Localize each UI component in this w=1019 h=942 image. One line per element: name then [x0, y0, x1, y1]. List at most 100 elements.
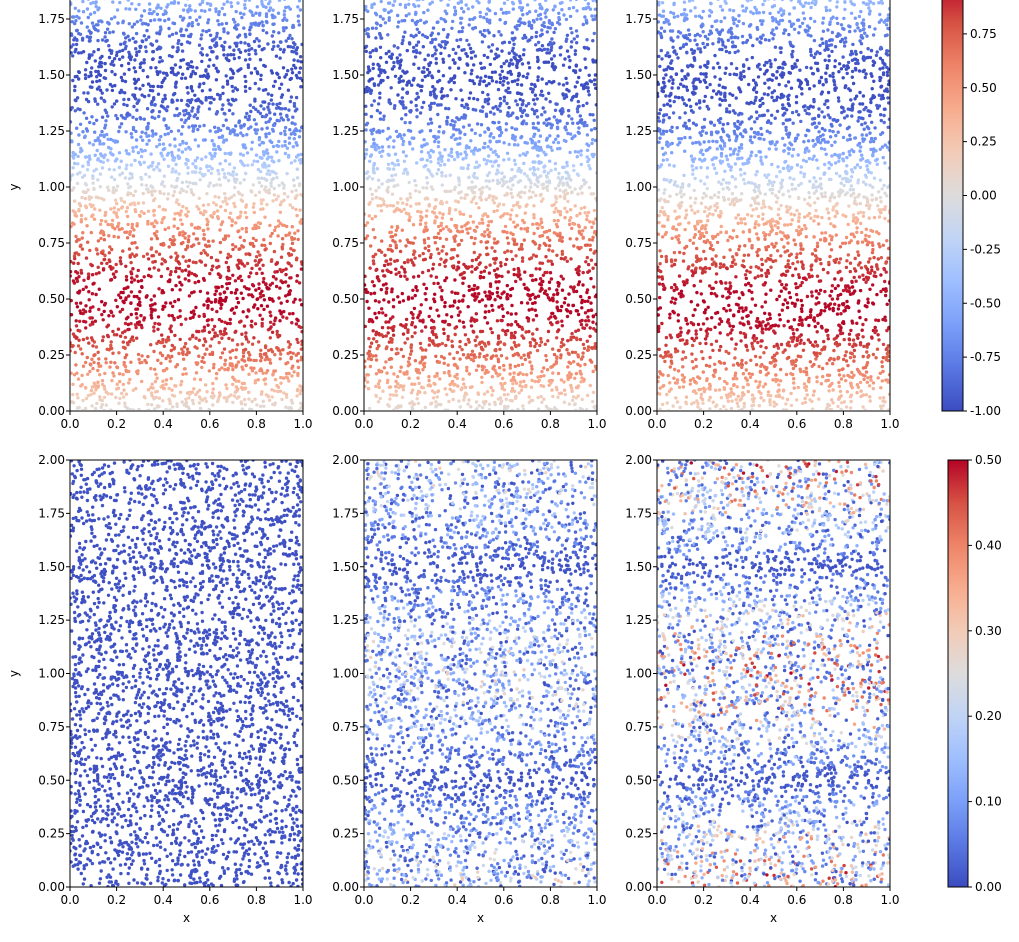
scatter-point: [149, 152, 153, 156]
scatter-point: [431, 267, 435, 271]
scatter-point: [99, 96, 104, 100]
scatter-point: [591, 39, 595, 43]
scatter-point: [208, 181, 212, 185]
scatter-point: [456, 200, 460, 204]
scatter-point: [455, 366, 460, 370]
scatter-point: [548, 271, 553, 275]
scatter-point: [80, 408, 85, 410]
scatter-point: [130, 222, 135, 227]
scatter-point: [280, 237, 285, 241]
scatter-point: [404, 14, 408, 18]
scatter-point: [576, 353, 580, 357]
scatter-point: [116, 21, 120, 25]
scatter-point: [300, 303, 303, 307]
scatter-point: [222, 347, 227, 351]
scatter-point: [191, 315, 195, 319]
scatter-point: [271, 8, 275, 12]
scatter-point: [112, 333, 117, 337]
scatter-point: [477, 404, 481, 408]
scatter-point: [216, 258, 220, 263]
scatter-point: [130, 252, 134, 256]
scatter-point: [194, 305, 198, 310]
scatter-point: [95, 75, 99, 79]
scatter-point: [252, 244, 256, 248]
scatter-point: [288, 405, 292, 410]
scatter-point: [299, 267, 303, 271]
scatter-points: [70, 0, 303, 410]
scatter-point: [180, 269, 184, 273]
scatter-point: [130, 25, 134, 29]
scatter-point: [147, 2, 152, 6]
scatter-point: [100, 261, 104, 265]
scatter-point: [249, 366, 253, 370]
scatter-point: [559, 256, 563, 261]
scatter-point: [144, 183, 148, 187]
scatter-point: [482, 28, 487, 33]
scatter-point: [207, 299, 211, 303]
scatter-point: [508, 366, 512, 370]
scatter-point: [490, 70, 495, 75]
scatter-point: [249, 71, 254, 75]
scatter-point: [130, 175, 134, 180]
scatter-point: [233, 20, 237, 24]
scatter-point: [88, 248, 92, 253]
scatter-point: [209, 214, 213, 218]
scatter-point: [154, 66, 158, 70]
scatter-point: [205, 165, 209, 169]
scatter-point: [433, 292, 437, 296]
scatter-point: [276, 44, 280, 48]
scatter-point: [175, 107, 179, 111]
scatter-point: [565, 259, 569, 263]
scatter-point: [175, 363, 180, 367]
scatter-point: [83, 68, 88, 72]
scatter-point: [536, 78, 540, 83]
scatter-point: [202, 123, 206, 128]
scatter-point: [558, 194, 562, 199]
scatter-point: [284, 405, 288, 409]
scatter-point: [273, 353, 277, 357]
scatter-point: [475, 97, 480, 102]
scatter-point: [93, 153, 97, 157]
scatter-point: [240, 161, 244, 165]
scatter-point: [120, 307, 125, 312]
scatter-point: [510, 399, 514, 403]
scatter-point: [117, 151, 122, 155]
scatter-point: [559, 356, 563, 360]
scatter-point: [238, 274, 243, 278]
scatter-point: [259, 368, 264, 373]
scatter-point: [107, 234, 111, 238]
scatter-point: [429, 252, 433, 257]
scatter-point: [409, 258, 413, 262]
scatter-point: [593, 7, 597, 11]
scatter-point: [497, 120, 501, 125]
scatter-point: [586, 270, 590, 274]
scatter-point: [572, 289, 576, 294]
scatter-point: [280, 93, 285, 97]
scatter-point: [486, 228, 490, 232]
scatter-point: [155, 404, 160, 408]
scatter-point: [233, 279, 238, 283]
scatter-point: [127, 67, 131, 72]
scatter-point: [512, 51, 516, 55]
scatter-point: [96, 158, 100, 162]
scatter-point: [576, 312, 581, 317]
scatter-point: [523, 191, 527, 195]
scatter-point: [475, 122, 480, 126]
scatter-point: [77, 207, 81, 212]
scatter-point: [243, 41, 247, 45]
scatter-point: [296, 359, 300, 363]
scatter-point: [130, 2, 134, 6]
scatter-point: [110, 59, 115, 64]
scatter-point: [208, 271, 212, 276]
scatter-point: [488, 139, 492, 143]
scatter-point: [239, 259, 243, 263]
scatter-point: [262, 298, 267, 302]
scatter-point: [224, 260, 228, 265]
scatter-point: [169, 329, 173, 334]
scatter-point: [222, 29, 226, 34]
scatter-point: [534, 278, 538, 282]
scatter-point: [83, 204, 88, 208]
scatter-point: [557, 328, 561, 332]
scatter-point: [533, 308, 537, 312]
scatter-point: [118, 310, 122, 314]
